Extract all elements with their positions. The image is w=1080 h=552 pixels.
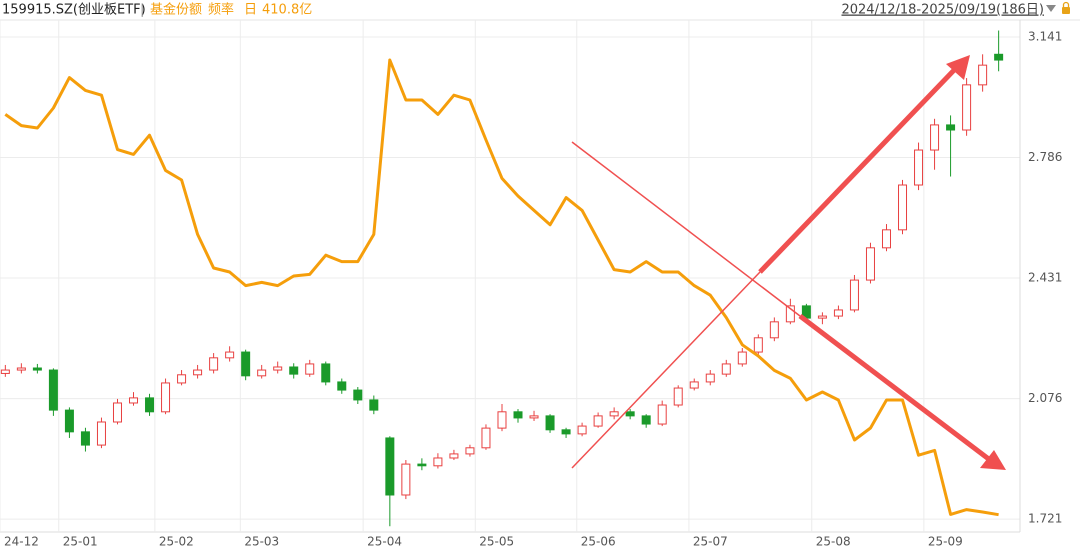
candle-body [417, 463, 427, 467]
chart-title: 159915.SZ(创业板ETF) [2, 3, 146, 18]
candle-body [625, 411, 635, 417]
candle-body [849, 279, 859, 311]
candle-body [209, 357, 219, 371]
annotation-arrow [798, 314, 992, 462]
candle-body [769, 321, 779, 339]
candle-body [994, 53, 1004, 61]
candle-body [737, 351, 747, 365]
title-separator: | [140, 3, 144, 18]
candle-body [145, 397, 155, 413]
candle-body [609, 411, 619, 417]
candle-body [225, 351, 235, 359]
candle-body [353, 389, 363, 401]
candle-body [96, 421, 106, 446]
candle-body [657, 404, 667, 425]
candle-body [785, 305, 795, 323]
candle-body [369, 399, 379, 411]
candle-body [914, 149, 924, 186]
candle-body [0, 369, 10, 374]
annotation-line [571, 271, 761, 469]
candle-body [80, 431, 90, 446]
candle-body [513, 411, 523, 419]
candle-body [833, 309, 843, 317]
candle-body [978, 64, 988, 86]
candle-body [449, 453, 459, 459]
candle-body [898, 184, 908, 231]
candle-body [689, 381, 699, 389]
x-tick-label: 25-04 [367, 535, 402, 549]
x-tick-label: 25-06 [581, 535, 616, 549]
candle-body [193, 369, 203, 376]
annotation-line [571, 141, 801, 317]
candle-body [337, 381, 347, 391]
candle-body [48, 369, 58, 411]
x-tick-label: 25-09 [928, 535, 963, 549]
y-tick-label: 2.076 [1028, 391, 1062, 405]
candle-body [16, 367, 26, 371]
candle-body [129, 397, 139, 404]
candle-body [112, 402, 122, 423]
x-tick-label: 25-08 [816, 535, 851, 549]
y-tick-label: 3.141 [1028, 29, 1062, 43]
candle-body [32, 367, 42, 371]
candle-body [241, 351, 251, 377]
y-tick-label: 1.721 [1028, 512, 1062, 526]
candle-body [930, 124, 940, 151]
x-tick-label: 25-01 [63, 535, 98, 549]
arrow-head [946, 55, 970, 80]
arrow-head [980, 450, 1006, 470]
candle-body [161, 382, 171, 413]
series-name: 基金份额 [150, 2, 202, 18]
candle-body [946, 124, 956, 131]
candle-body [481, 427, 491, 449]
candle-body [177, 374, 187, 384]
dropdown-icon[interactable] [1046, 5, 1056, 12]
candle-body [497, 411, 507, 429]
candle-body [865, 247, 875, 281]
candle-body [753, 337, 763, 353]
candle-body [721, 363, 731, 375]
candle-body [465, 447, 475, 455]
date-range[interactable]: 2024/12/18-2025/09/19(186日) [841, 3, 1044, 18]
fund-share-line [4, 58, 999, 517]
candle-body [962, 84, 972, 131]
candle-body [593, 415, 603, 427]
candle-body [705, 373, 715, 383]
candle-body [577, 425, 587, 435]
candle-body [321, 363, 331, 383]
latest-value: 410.8亿 [262, 3, 312, 18]
candle-body [401, 463, 411, 496]
candle-body [64, 409, 74, 433]
candle-body [257, 369, 267, 377]
annotation-arrow [758, 64, 960, 274]
frequency-label: 频率 [208, 2, 234, 18]
lock-icon [1062, 7, 1070, 14]
x-tick-label: 25-02 [159, 535, 194, 549]
y-tick-label: 2.786 [1028, 150, 1062, 164]
candle-body [561, 429, 571, 435]
candle-body [545, 415, 555, 431]
frequency: 日 [244, 3, 257, 18]
candle-body [881, 229, 891, 249]
candle-body [385, 437, 395, 496]
candle-body [529, 415, 539, 419]
candle-body [641, 415, 651, 425]
candle-body [433, 457, 443, 467]
candle-body [273, 366, 283, 371]
x-tick-label: 24-12 [4, 535, 39, 549]
candle-body [289, 366, 299, 375]
candle-body [305, 363, 315, 375]
candle-body [673, 387, 683, 406]
lock-icon-shackle [1062, 1, 1070, 7]
x-tick-label: 25-05 [479, 535, 514, 549]
candle-body [817, 315, 827, 319]
x-tick-label: 25-03 [244, 535, 279, 549]
x-tick-label: 25-07 [693, 535, 728, 549]
y-tick-label: 2.431 [1028, 271, 1062, 285]
